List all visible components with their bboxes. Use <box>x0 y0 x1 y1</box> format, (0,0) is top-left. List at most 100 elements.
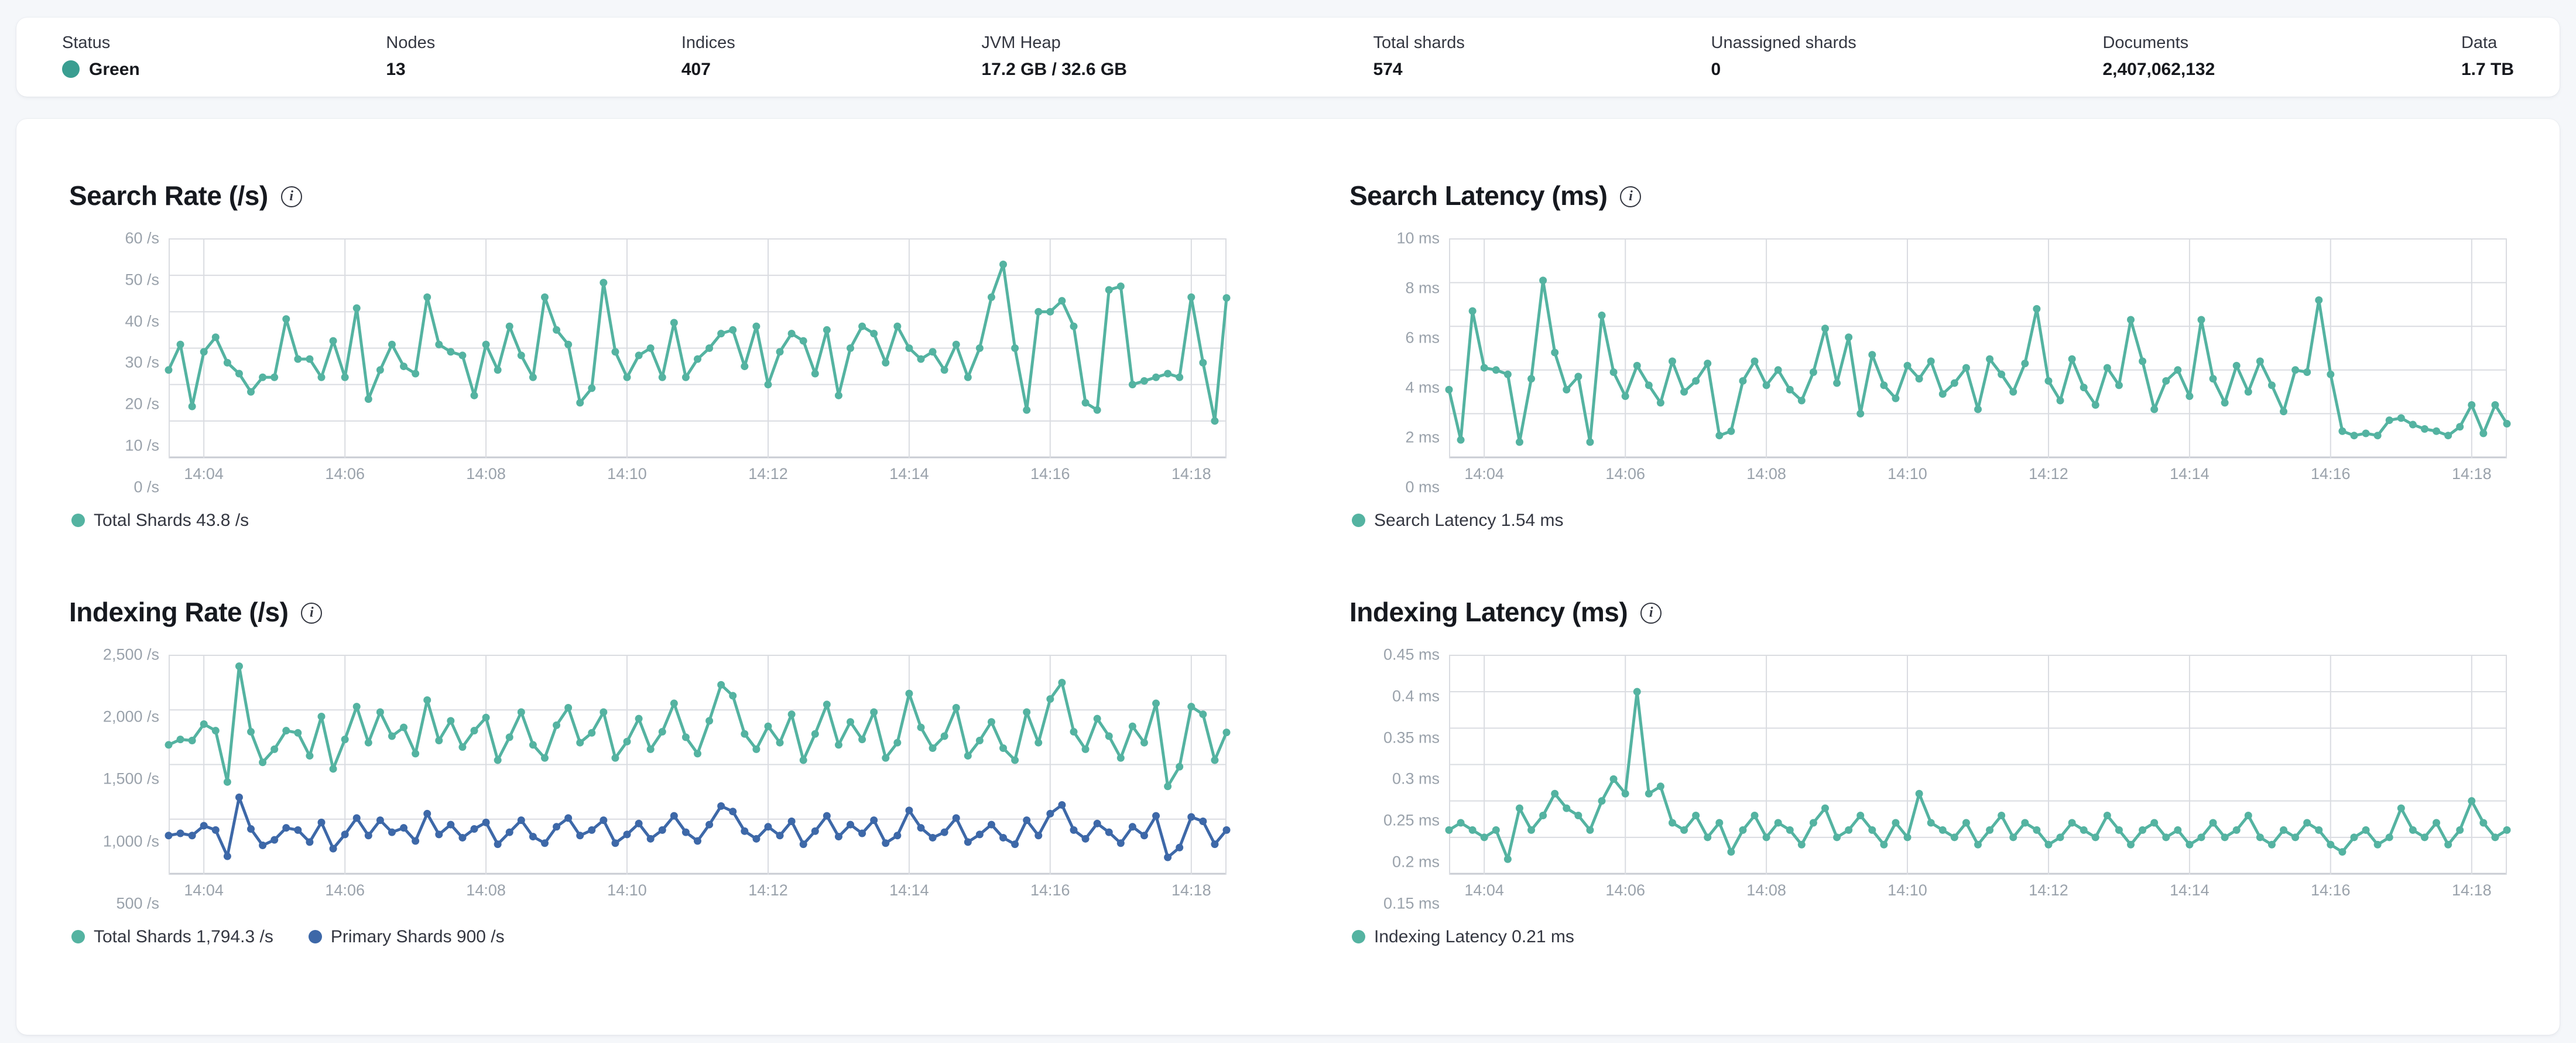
x-tick-label: 14:14 <box>889 464 929 483</box>
metrics-charts-card: Search Rate (/s) i 0 /s 10 /s 20 /s 30 /s 40… <box>16 118 2560 1035</box>
y-axis-labels: 500 /s 1,000 /s 1,500 /s 2,000 /s 2,500 /s <box>69 645 169 912</box>
x-axis-labels: 14:04 14:06 14:08 14:10 14:12 14:14 14:16 14:18 <box>169 465 1227 487</box>
x-axis-labels: 14:04 14:06 14:08 14:10 14:12 14:14 14:16 14:18 <box>169 881 1227 904</box>
x-tick-label: 14:04 <box>184 464 224 483</box>
y-tick-label: 10 ms <box>1396 229 1440 247</box>
x-tick-label: 14:18 <box>1171 464 1211 483</box>
legend-label: Total Shards 43.8 /s <box>94 510 249 530</box>
stat-label: JVM Heap <box>981 33 1061 52</box>
x-axis-labels: 14:04 14:06 14:08 14:10 14:12 14:14 14:16 14:18 <box>1449 465 2507 487</box>
legend-label: Total Shards 1,794.3 /s <box>94 926 273 946</box>
stat-value: 13 <box>386 59 406 79</box>
stat-item-unassigned-shards: Unassigned shards 0 <box>1711 33 1856 79</box>
chart-indexing-rate: Indexing Rate (/s) i 500 /s 1,000 /s 1,500… <box>69 596 1231 947</box>
info-icon[interactable]: i <box>301 602 323 624</box>
chart-title: Indexing Rate (/s) <box>69 596 289 627</box>
stat-value: 2,407,062,132 <box>2102 59 2215 79</box>
stat-value: 1.7 TB <box>2461 59 2514 79</box>
stat-label: Nodes <box>386 33 436 52</box>
x-tick-label: 14:14 <box>889 881 929 899</box>
legend-label: Indexing Latency 0.21 ms <box>1374 926 1574 946</box>
y-tick-label: 0.3 ms <box>1392 770 1440 788</box>
y-tick-label: 0.35 ms <box>1383 729 1440 747</box>
chart-title: Search Rate (/s) <box>69 180 268 211</box>
legend-item: Indexing Latency 0.21 ms <box>1352 927 1574 947</box>
x-tick-label: 14:08 <box>1746 464 1786 483</box>
x-tick-label: 14:12 <box>2029 464 2068 483</box>
stat-value: Green <box>89 59 140 79</box>
stat-label: Total shards <box>1373 33 1465 52</box>
y-tick-label: 8 ms <box>1405 279 1440 297</box>
y-tick-label: 2 ms <box>1405 428 1440 446</box>
legend-dot-icon <box>71 930 85 944</box>
x-tick-label: 14:16 <box>1030 464 1070 483</box>
stat-item-jvm-heap: JVM Heap 17.2 GB / 32.6 GB <box>981 33 1126 79</box>
legend-item: Total Shards 1,794.3 /s <box>71 927 273 947</box>
chart-legend: Indexing Latency 0.21 ms <box>1349 927 2507 947</box>
cluster-stats-bar: Status Green Nodes 13 Indices 407 JVM He… <box>16 18 2560 97</box>
stat-item-data: Data 1.7 TB <box>2461 33 2514 79</box>
x-tick-label: 14:08 <box>466 881 506 899</box>
chart-plot-area[interactable] <box>165 238 1231 459</box>
legend-dot-icon <box>71 514 85 528</box>
legend-item: Total Shards 43.8 /s <box>71 511 249 531</box>
x-tick-label: 14:04 <box>184 881 224 899</box>
stat-value: 407 <box>681 59 711 79</box>
legend-dot-icon <box>1352 930 1365 944</box>
y-tick-label: 0.4 ms <box>1392 687 1440 705</box>
x-tick-label: 14:10 <box>1888 464 1927 483</box>
chart-search-rate: Search Rate (/s) i 0 /s 10 /s 20 /s 30 /s 40… <box>69 180 1231 531</box>
y-tick-label: 4 ms <box>1405 378 1440 396</box>
stat-item-total-shards: Total shards 574 <box>1373 33 1465 79</box>
y-tick-label: 0.25 ms <box>1383 811 1440 829</box>
x-tick-label: 14:18 <box>2452 881 2492 899</box>
stat-label: Unassigned shards <box>1711 33 1856 52</box>
legend-label: Search Latency 1.54 ms <box>1374 510 1564 530</box>
x-tick-label: 14:16 <box>2310 464 2351 483</box>
stat-item-status: Status Green <box>62 33 140 79</box>
status-health-icon <box>62 60 80 78</box>
info-icon[interactable]: i <box>1620 186 1642 207</box>
x-tick-label: 14:14 <box>2170 881 2210 899</box>
chart-title: Search Latency (ms) <box>1349 180 1608 211</box>
stat-label: Documents <box>2102 33 2189 52</box>
x-axis-labels: 14:04 14:06 14:08 14:10 14:12 14:14 14:16 14:18 <box>1449 881 2507 904</box>
y-axis-labels: 0.15 ms 0.2 ms 0.25 ms 0.3 ms 0.35 ms 0.4 ms 0… <box>1349 645 1449 912</box>
y-tick-label: 1,500 /s <box>102 770 159 788</box>
x-tick-label: 14:16 <box>1030 881 1070 899</box>
y-tick-label: 0.2 ms <box>1392 853 1440 871</box>
info-icon[interactable]: i <box>1640 602 1662 624</box>
x-tick-label: 14:06 <box>325 881 365 899</box>
info-icon[interactable]: i <box>280 186 302 207</box>
y-tick-label: 60 /s <box>125 229 159 247</box>
chart-indexing-latency: Indexing Latency (ms) i 0.15 ms 0.2 ms 0.2… <box>1349 596 2511 947</box>
legend-label: Primary Shards 900 /s <box>330 926 505 946</box>
x-tick-label: 14:08 <box>1746 881 1786 899</box>
x-tick-label: 14:12 <box>748 464 788 483</box>
chart-search-latency: Search Latency (ms) i 0 ms 2 ms 4 ms 6 ms 8 … <box>1349 180 2511 531</box>
x-tick-label: 14:10 <box>1888 881 1927 899</box>
legend-item: Primary Shards 900 /s <box>308 926 505 947</box>
x-tick-label: 14:12 <box>748 881 788 899</box>
stat-item-nodes: Nodes 13 <box>386 33 436 79</box>
chart-plot-area[interactable] <box>1445 654 2511 875</box>
stat-label: Indices <box>681 33 735 52</box>
y-tick-label: 30 /s <box>125 353 159 371</box>
stat-value: 574 <box>1373 59 1403 79</box>
y-tick-label: 6 ms <box>1405 329 1440 347</box>
chart-legend: Search Latency 1.54 ms <box>1349 511 2507 531</box>
x-tick-label: 14:06 <box>325 464 365 483</box>
x-tick-label: 14:04 <box>1464 464 1504 483</box>
x-tick-label: 14:12 <box>2029 881 2068 899</box>
legend-dot-icon <box>308 930 322 944</box>
stat-item-documents: Documents 2,407,062,132 <box>2102 33 2215 79</box>
y-axis-labels: 0 ms 2 ms 4 ms 6 ms 8 ms 10 ms <box>1349 229 1449 495</box>
y-tick-label: 10 /s <box>125 436 159 454</box>
chart-title: Indexing Latency (ms) <box>1349 596 1628 627</box>
chart-plot-area[interactable] <box>165 654 1231 875</box>
y-tick-label: 2,500 /s <box>102 645 159 664</box>
y-tick-label: 1,000 /s <box>102 832 159 850</box>
stat-value: 0 <box>1711 59 1721 79</box>
y-tick-label: 20 /s <box>125 395 159 413</box>
chart-plot-area[interactable] <box>1445 238 2511 459</box>
